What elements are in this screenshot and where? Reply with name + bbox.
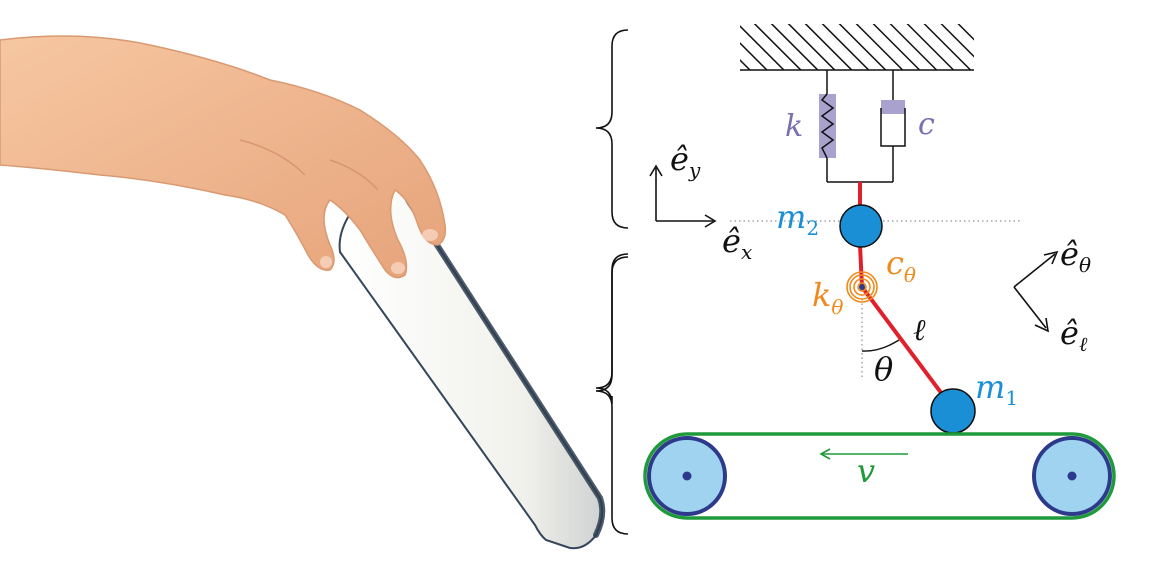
- pendulum-rod: [860, 285, 947, 400]
- e-theta-label: êθ: [1060, 235, 1091, 277]
- k-theta-label: kθ: [812, 276, 843, 319]
- theta-label: θ: [874, 350, 893, 388]
- conveyor-belt: [643, 432, 1116, 520]
- mass-m1-label: m1: [975, 368, 1018, 410]
- theta-angle-arc: [861, 339, 900, 352]
- mass-m2: [839, 204, 883, 248]
- belt-velocity-arrow: [819, 448, 908, 460]
- brace-lower: [595, 253, 629, 535]
- left-pulley: [647, 436, 727, 516]
- mass-m2-label: m2: [776, 198, 819, 240]
- fixed-ceiling: [740, 24, 974, 71]
- brace-upper: [595, 29, 629, 229]
- mass-m1: [930, 388, 976, 434]
- e-y-label: êy: [670, 140, 701, 182]
- hand: [0, 35, 447, 279]
- e-ell-label: êℓ: [1060, 314, 1088, 356]
- spring-k: [819, 70, 836, 182]
- fixed-frame-axes: [649, 164, 717, 228]
- hand-with-chalk-photo: [0, 35, 606, 550]
- rotational-spring-damper: [846, 271, 878, 303]
- damper-c: [880, 70, 906, 182]
- rotating-frame-axes: [1013, 250, 1059, 333]
- e-x-label: êx: [722, 222, 752, 264]
- pivot-point: [859, 284, 865, 290]
- velocity-v-label: v: [857, 452, 875, 490]
- spring-k-label: k: [785, 109, 803, 144]
- c-theta-label: cθ: [886, 244, 916, 287]
- ell-label: ℓ: [913, 313, 926, 348]
- damper-c-label: c: [918, 107, 935, 142]
- right-pulley: [1032, 436, 1112, 516]
- brace-middle: [595, 256, 629, 405]
- lower-rod: [858, 244, 864, 288]
